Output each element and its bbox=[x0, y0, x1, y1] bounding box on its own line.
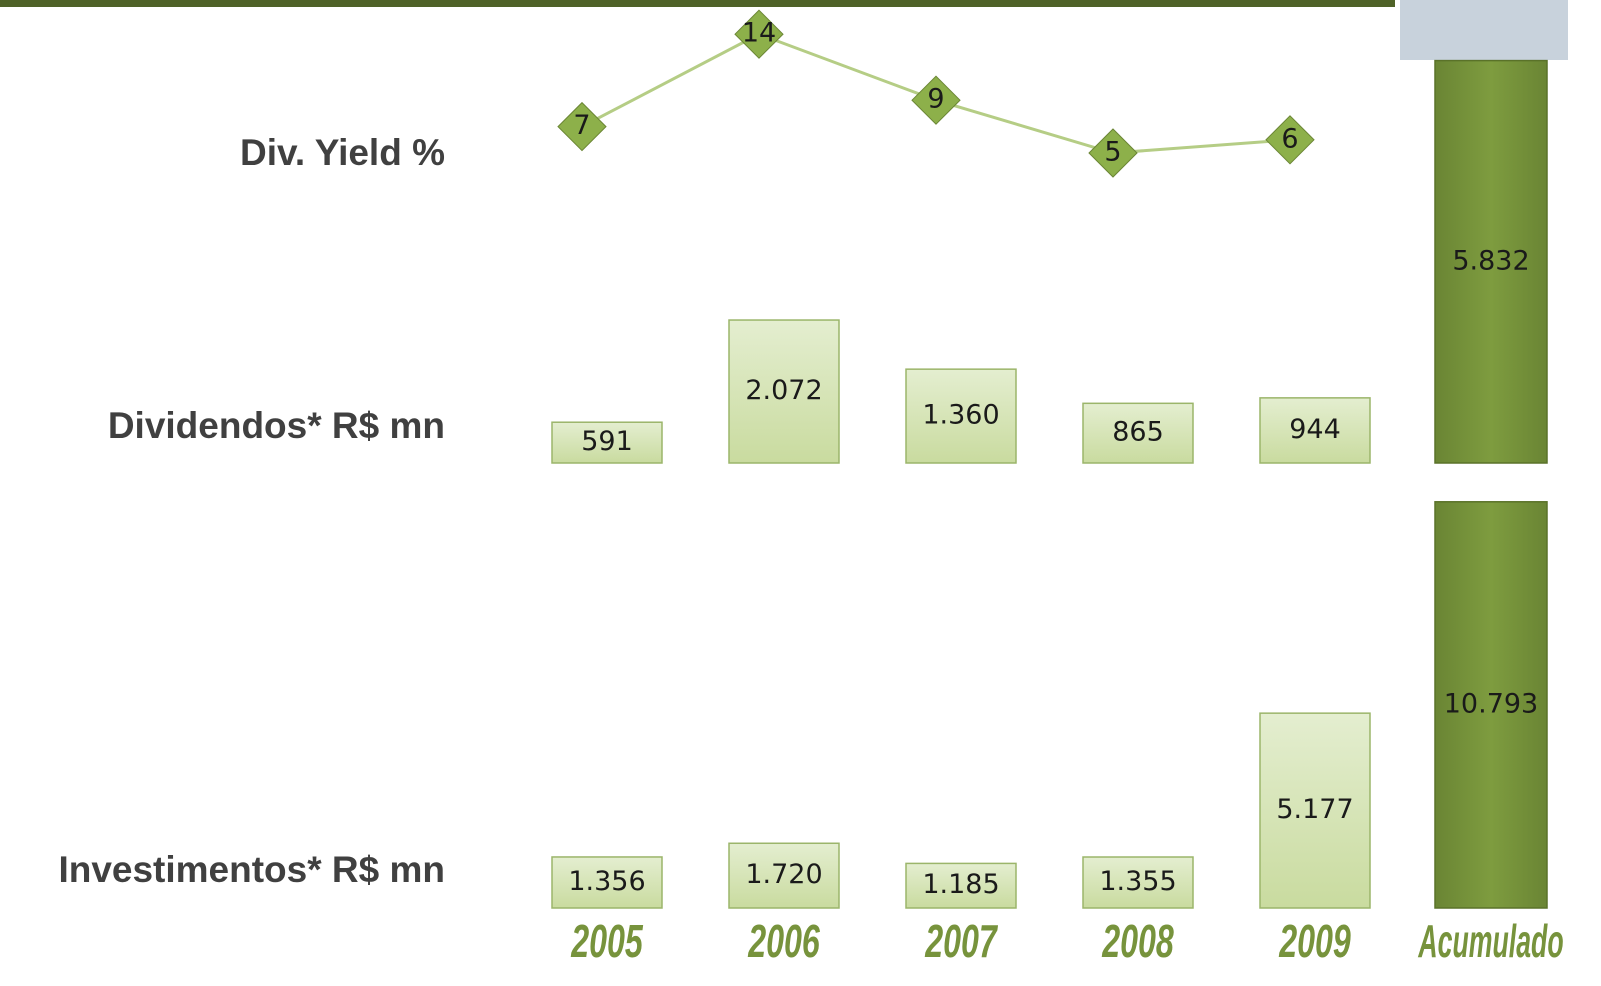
x-tick-label: 2007 bbox=[924, 917, 998, 968]
bar bbox=[1082, 402, 1194, 464]
row-label: Div. Yield % bbox=[240, 132, 445, 173]
bar bbox=[1259, 712, 1371, 909]
bar bbox=[1082, 856, 1194, 909]
data-label: 5.177 bbox=[1276, 794, 1353, 825]
row-label: Dividendos* R$ mn bbox=[108, 405, 445, 446]
data-label: 6 bbox=[1281, 123, 1298, 154]
marker bbox=[557, 101, 607, 152]
data-label: 1.720 bbox=[745, 859, 822, 890]
data-label: 1.355 bbox=[1099, 866, 1176, 897]
bar bbox=[1259, 397, 1371, 464]
data-label: 14 bbox=[742, 18, 776, 49]
data-label: 1.356 bbox=[568, 866, 645, 897]
x-tick-label: 2005 bbox=[570, 917, 643, 968]
data-label: 591 bbox=[581, 426, 633, 457]
x-tick-label: 2008 bbox=[1101, 917, 1174, 968]
data-label: 1.185 bbox=[922, 869, 999, 900]
bar bbox=[905, 862, 1017, 909]
bar bbox=[728, 842, 840, 909]
data-label: 10.793 bbox=[1444, 688, 1538, 719]
bar bbox=[551, 856, 663, 909]
data-label: 944 bbox=[1289, 414, 1341, 445]
marker bbox=[911, 75, 961, 125]
marker bbox=[734, 9, 784, 59]
marker bbox=[1088, 128, 1138, 178]
bar bbox=[551, 421, 663, 464]
data-label: 2.072 bbox=[745, 375, 822, 406]
row-label: Investimentos* R$ mn bbox=[58, 849, 445, 890]
logo-image bbox=[1400, 0, 1568, 60]
data-label: 5.832 bbox=[1452, 245, 1529, 276]
data-label: 1.360 bbox=[922, 400, 999, 431]
x-tick-label: 2009 bbox=[1278, 917, 1350, 968]
bar bbox=[1434, 501, 1548, 909]
data-label: 9 bbox=[927, 84, 944, 115]
marker bbox=[1265, 115, 1315, 165]
data-label: 5 bbox=[1104, 137, 1121, 168]
bar bbox=[728, 319, 840, 464]
x-tick-label: Acumulado bbox=[1418, 916, 1564, 967]
bar bbox=[1434, 59, 1548, 464]
data-label: 7 bbox=[573, 110, 590, 141]
data-label: 865 bbox=[1112, 417, 1164, 448]
header-bar bbox=[0, 0, 1395, 7]
bar bbox=[905, 368, 1017, 464]
x-tick-label: 2006 bbox=[747, 917, 820, 968]
